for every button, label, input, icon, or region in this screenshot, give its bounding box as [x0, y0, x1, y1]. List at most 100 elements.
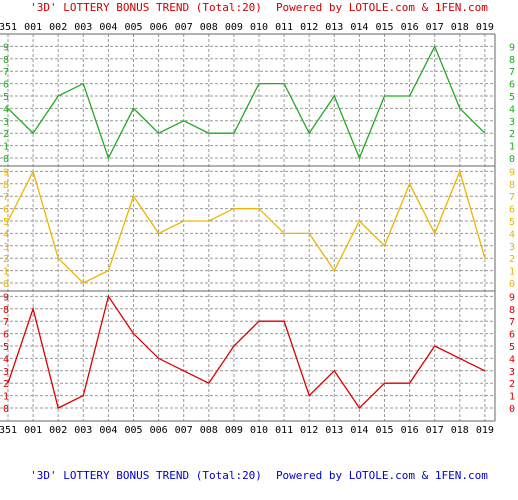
x-tick-label: 005: [124, 425, 142, 436]
x-tick-label: 017: [426, 425, 444, 436]
y-tick-label: 2: [3, 379, 9, 390]
y-tick-label: 2: [509, 129, 515, 140]
y-tick-label: 7: [509, 317, 515, 328]
y-tick-label: 1: [509, 392, 515, 403]
y-tick-label: 4: [3, 354, 9, 365]
y-tick-label: 7: [3, 317, 9, 328]
y-tick-label: 0: [3, 154, 9, 165]
x-tick-label: 019: [476, 425, 494, 436]
y-tick-label: 8: [3, 180, 9, 191]
y-tick-label: 1: [3, 267, 9, 278]
x-tick-label: 009: [225, 425, 243, 436]
y-tick-label: 7: [509, 67, 515, 78]
y-tick-label: 1: [509, 142, 515, 153]
y-tick-label: 0: [509, 279, 515, 290]
y-tick-label: 5: [509, 217, 515, 228]
x-tick-label: 011: [275, 425, 293, 436]
y-tick-label: 1: [3, 142, 9, 153]
y-tick-label: 2: [509, 379, 515, 390]
y-tick-label: 6: [509, 80, 515, 91]
footer-title-text: '3D' LOTTERY BONUS TREND (Total:20): [30, 469, 262, 482]
y-tick-label: 4: [3, 104, 9, 115]
y-tick-label: 5: [509, 342, 515, 353]
x-tick-label: 003: [74, 22, 92, 33]
powered-by-text: Powered by LOTOLE.com & 1FEN.com: [276, 1, 488, 14]
y-tick-label: 9: [509, 292, 515, 303]
x-tick-label: 016: [401, 425, 419, 436]
x-tick-label: 351: [0, 425, 17, 436]
y-tick-label: 1: [3, 392, 9, 403]
x-tick-label: 006: [150, 425, 168, 436]
x-tick-label: 001: [24, 22, 42, 33]
y-tick-label: 5: [3, 92, 9, 103]
y-tick-label: 3: [509, 242, 515, 253]
x-tick-label: 004: [99, 425, 117, 436]
y-tick-label: 9: [3, 42, 9, 53]
series-line-bottom: [7, 294, 486, 410]
x-tick-label: 008: [200, 425, 218, 436]
y-tick-label: 0: [3, 279, 9, 290]
series-line-middle: [7, 169, 486, 284]
y-tick-label: 4: [3, 229, 9, 240]
x-tick-label: 016: [401, 22, 419, 33]
x-tick-label: 001: [24, 425, 42, 436]
y-tick-label: 9: [509, 42, 515, 53]
y-tick-label: 7: [509, 192, 515, 203]
y-tick-label: 8: [509, 55, 515, 66]
x-tick-label: 013: [325, 425, 343, 436]
x-tick-label: 010: [250, 425, 268, 436]
chart-title-text: '3D' LOTTERY BONUS TREND (Total:20): [30, 1, 262, 14]
y-tick-label: 0: [509, 404, 515, 415]
y-tick-label: 4: [509, 229, 515, 240]
y-tick-label: 9: [3, 292, 9, 303]
y-tick-label: 6: [509, 330, 515, 341]
x-tick-label: 003: [74, 425, 92, 436]
chart-footer: '3D' LOTTERY BONUS TREND (Total:20) Power…: [30, 469, 488, 482]
y-tick-label: 4: [509, 354, 515, 365]
series-layer: [7, 44, 486, 410]
x-tick-label: 006: [150, 22, 168, 33]
x-tick-label: 019: [476, 22, 494, 33]
y-tick-label: 2: [3, 129, 9, 140]
footer-powered-by-text: Powered by LOTOLE.com & 1FEN.com: [276, 469, 488, 482]
x-tick-label: 015: [375, 22, 393, 33]
y-tick-label: 6: [509, 205, 515, 216]
y-tick-label: 6: [3, 80, 9, 91]
x-tick-label: 007: [175, 425, 193, 436]
x-tick-label: 011: [275, 22, 293, 33]
y-tick-label: 8: [509, 180, 515, 191]
y-tick-label: 5: [3, 342, 9, 353]
x-tick-label: 002: [49, 425, 67, 436]
x-tick-label: 351: [0, 22, 17, 33]
y-tick-label: 9: [3, 167, 9, 178]
chart-title: '3D' LOTTERY BONUS TREND (Total:20) Power…: [30, 1, 488, 14]
x-tick-label: 009: [225, 22, 243, 33]
y-tick-label: 4: [509, 104, 515, 115]
y-tick-label: 6: [3, 205, 9, 216]
y-tick-label: 9: [509, 167, 515, 178]
x-tick-label: 017: [426, 22, 444, 33]
y-tick-label: 5: [509, 92, 515, 103]
x-tick-label: 014: [350, 425, 368, 436]
x-tick-label: 012: [300, 22, 318, 33]
grid-layer: [0, 33, 496, 422]
x-axis-top: 351 001 002 003 004 005 006 007 008 009 010 011 012 0…: [0, 22, 494, 33]
y-tick-label: 8: [509, 305, 515, 316]
y-tick-label: 3: [3, 242, 9, 253]
y-tick-label: 6: [3, 330, 9, 341]
y-tick-label: 3: [3, 117, 9, 128]
y-tick-label: 0: [509, 154, 515, 165]
x-tick-label: 008: [200, 22, 218, 33]
x-axis-bottom: 351 001 002 003 004 005 006 007 008 009 010 011 012 0…: [0, 425, 494, 436]
y-tick-label: 8: [3, 305, 9, 316]
y-tick-label: 0: [3, 404, 9, 415]
x-tick-label: 007: [175, 22, 193, 33]
x-tick-label: 014: [350, 22, 368, 33]
x-tick-label: 018: [451, 22, 469, 33]
x-tick-label: 018: [451, 425, 469, 436]
x-tick-label: 012: [300, 425, 318, 436]
x-tick-label: 015: [375, 425, 393, 436]
x-tick-label: 013: [325, 22, 343, 33]
